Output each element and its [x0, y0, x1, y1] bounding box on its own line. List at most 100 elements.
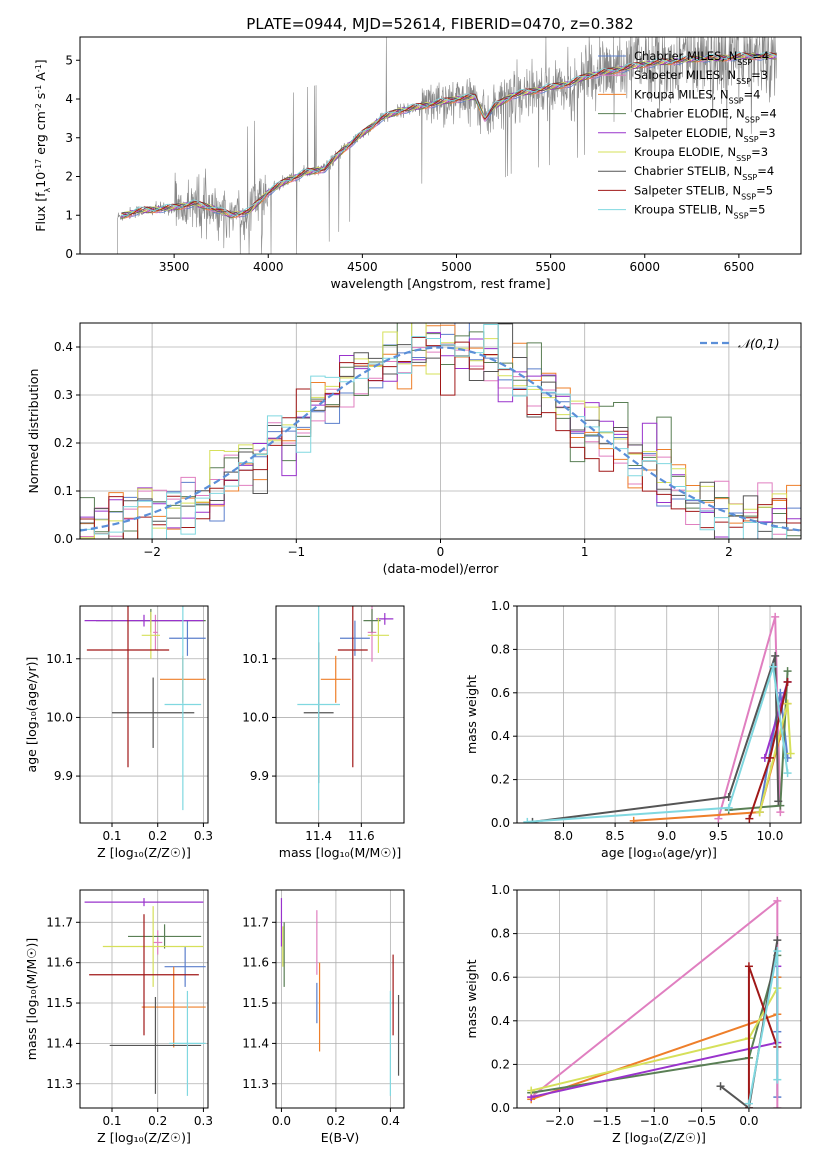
x-tick-label: 0.1: [102, 1114, 121, 1128]
errorbar-salpeter-elodie: [84, 614, 204, 627]
legend-entry-chabrier-elodie: Chabrier ELODIE, NSSP=4: [634, 107, 777, 125]
weight-point: [744, 1099, 753, 1108]
y-tick-label: 11.5: [46, 996, 73, 1010]
weight-point: [786, 749, 795, 758]
errorbar-salpeter-miles: [153, 930, 163, 955]
histogram-kroupa-stelib: [80, 323, 801, 539]
weight-line-salpeter-miles: [717, 616, 782, 819]
weight-line-kroupa-stelib: [527, 666, 789, 823]
plot-area: [297, 606, 394, 811]
errorbar-salpeter-elodie: [84, 898, 204, 907]
legend-entry-kroupa-stelib: Kroupa STELIB, NSSP=5: [634, 203, 765, 221]
axes-frame: [275, 605, 405, 824]
y-tick-label: 0.8: [491, 927, 510, 941]
y-tick-label: 0.0: [54, 532, 73, 546]
errorbar-kroupa-stelib: [164, 606, 202, 811]
axes-decoration: 8.0 8.5 9.0 9.5 10.0 0.0 0.2 0.4 0.6 0.8 1.0 age [l…: [464, 599, 802, 860]
age-vs-mass-panel: 11.4 11.6 9.9 10.0 10.1 mass [log₁₀(M/M☉)]: [242, 605, 405, 860]
mass-vs-ebv-panel: 0.0 0.2 0.4 11.3 11.4 11.5 11.6 11.7 E(B-V): [242, 889, 405, 1145]
model-spectrum-chabrier-stelib: [121, 52, 777, 215]
y-tick-label: 1.0: [491, 883, 510, 897]
errorbar-kroupa-elodie: [367, 617, 390, 653]
weight-point: [783, 667, 792, 676]
x-tick-label: 10.0: [757, 829, 784, 843]
x-tick-label: 0.1: [102, 829, 121, 843]
y-axis-label: mass weight: [464, 959, 479, 1038]
y-tick-label: 0.4: [54, 340, 73, 354]
histogram-salpeter-elodie: [80, 332, 801, 539]
y-tick-label: 1.0: [491, 599, 510, 613]
errorbar-chabrier-elodie: [128, 924, 202, 949]
y-tick-label: 11.4: [46, 1036, 73, 1050]
legend-entry-salpeter-miles: Salpeter MILES, NSSP=3: [634, 68, 768, 86]
plot-area: [523, 612, 795, 823]
x-tick-label: 11.4: [305, 829, 332, 843]
plot-area: [117, 37, 777, 254]
y-tick-label: 0.0: [491, 1101, 510, 1115]
x-tick-label: −2: [143, 545, 161, 559]
weight-line-kroupa-stelib: [747, 950, 779, 1104]
axes-frame: [79, 889, 209, 1109]
weight-point: [523, 817, 532, 823]
y-tick-label: 10.1: [46, 652, 73, 666]
x-tick-label: 0.4: [381, 1114, 400, 1128]
y-tick-label: 0.2: [491, 1057, 510, 1071]
legend-entry-normal: 𝒩(0,1): [738, 336, 780, 351]
model-spectrum-salpeter-stelib: [121, 52, 777, 216]
x-tick-label: 9.5: [709, 829, 728, 843]
x-tick-label: −1: [287, 545, 305, 559]
x-tick-label: 3500: [159, 260, 190, 274]
weight-point: [716, 1082, 725, 1091]
weight-point: [766, 753, 775, 762]
errorbar-kroupa-miles: [141, 966, 206, 1048]
y-tick-label: 11.6: [242, 956, 269, 970]
y-tick-label: 11.7: [242, 915, 269, 929]
normal-curve: [80, 346, 801, 532]
errorbar-chabrier-stelib: [109, 996, 202, 1094]
weight-point: [773, 896, 782, 905]
y-tick-label: 11.3: [46, 1077, 73, 1091]
errorbar-chabrier-stelib: [112, 677, 195, 748]
x-axis-label: Z [log₁₀(Z/Z☉)]: [612, 1130, 706, 1145]
age-vs-metallicity-panel: 0.1 0.2 0.3 9.9 10.0 10.1 Z [log₁₀(Z/Z☉)] age […: [24, 605, 213, 860]
y-tick-label: 0: [65, 247, 73, 261]
plot-area: [84, 898, 206, 1096]
y-tick-label: 2: [65, 170, 73, 184]
y-tick-label: 9.9: [54, 769, 73, 783]
y-tick-label: 3: [65, 131, 73, 145]
legend-entry-chabrier-stelib: Chabrier STELIB, NSSP=4: [634, 164, 774, 182]
weight-point: [771, 612, 780, 621]
x-axis-label: age [log₁₀(age/yr)]: [601, 845, 717, 860]
x-tick-label: 4500: [347, 260, 378, 274]
legend-entry-salpeter-elodie: Salpeter ELODIE, NSSP=3: [634, 126, 776, 144]
x-tick-label: 0.2: [148, 1114, 167, 1128]
legend-entry-kroupa-miles: Kroupa MILES, NSSP=4: [634, 87, 760, 105]
x-tick-label: 9.0: [657, 829, 676, 843]
x-axis-label: mass [log₁₀(M/M☉)]: [279, 845, 401, 860]
weight-point: [776, 801, 785, 810]
x-tick-label: 0.2: [326, 1114, 345, 1128]
weight-vs-age-panel: 8.0 8.5 9.0 9.5 10.0 0.0 0.2 0.4 0.6 0.8 1.0 age [l…: [464, 599, 802, 860]
weight-point: [783, 769, 792, 778]
errorbar-kroupa-elodie: [141, 611, 160, 659]
y-tick-label: 11.4: [242, 1036, 269, 1050]
mass-vs-metallicity-panel: 0.1 0.2 0.3 11.3 11.4 11.5 11.6 11.7 Z [log₁₀(Z/…: [24, 889, 213, 1145]
x-axis-label: E(B-V): [321, 1130, 360, 1145]
x-tick-label: 0.2: [148, 829, 167, 843]
errorbar-salpeter-elodie: [376, 613, 394, 625]
y-tick-label: 11.7: [46, 915, 73, 929]
weight-point: [773, 947, 782, 956]
weight-point: [755, 808, 764, 817]
errorbar-kroupa-stelib: [169, 990, 206, 1096]
y-tick-label: 5: [65, 53, 73, 67]
x-tick-label: 6500: [724, 260, 755, 274]
x-tick-label: 8.0: [554, 829, 573, 843]
weight-point: [773, 936, 782, 945]
axes-frame: [516, 605, 802, 824]
weight-point: [527, 1086, 536, 1095]
weight-point: [629, 816, 638, 823]
plot-area: [527, 896, 782, 1108]
x-tick-label: 0.3: [194, 829, 213, 843]
y-tick-label: 10.1: [242, 652, 269, 666]
histogram-kroupa-elodie: [80, 323, 801, 539]
